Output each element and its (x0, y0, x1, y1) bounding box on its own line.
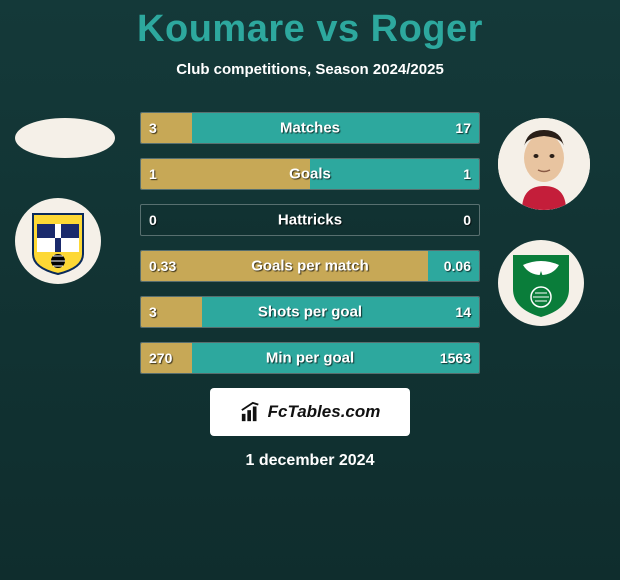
page-title: Koumare vs Roger (0, 0, 620, 51)
player-avatar-left (15, 118, 115, 158)
date-text: 1 december 2024 (0, 452, 620, 470)
stat-value-right: 14 (455, 304, 471, 320)
chart-icon (240, 401, 262, 423)
stat-rows: 3Matches17 1Goals1 0Hattricks0 0.33Goals pe… (140, 108, 480, 374)
brand-badge: FcTables.com (210, 388, 410, 436)
stat-row: 3Shots per goal14 (140, 296, 480, 328)
stat-label: Hattricks (141, 212, 479, 229)
stat-value-right: 0.06 (444, 258, 471, 274)
club-crest-left (15, 198, 101, 284)
stat-label: Matches (141, 120, 479, 137)
stat-label: Shots per goal (141, 304, 479, 321)
stat-value-right: 0 (463, 212, 471, 228)
club-crest-right (498, 240, 584, 326)
stat-row: 0Hattricks0 (140, 204, 480, 236)
right-player-column (498, 118, 590, 326)
stat-row: 270Min per goal1563 (140, 342, 480, 374)
stat-row: 1Goals1 (140, 158, 480, 190)
stat-label: Min per goal (141, 350, 479, 367)
stat-row: 3Matches17 (140, 112, 480, 144)
stat-row: 0.33Goals per match0.06 (140, 250, 480, 282)
player-avatar-right (498, 118, 590, 210)
subtitle: Club competitions, Season 2024/2025 (0, 61, 620, 78)
brand-text: FcTables.com (268, 402, 381, 422)
stat-value-right: 1 (463, 166, 471, 182)
stat-value-right: 1563 (440, 350, 471, 366)
left-player-column (15, 118, 115, 284)
comparison-area: 3Matches17 1Goals1 0Hattricks0 0.33Goals pe… (0, 108, 620, 470)
stat-label: Goals (141, 166, 479, 183)
stat-label: Goals per match (141, 258, 479, 275)
stat-value-right: 17 (455, 120, 471, 136)
